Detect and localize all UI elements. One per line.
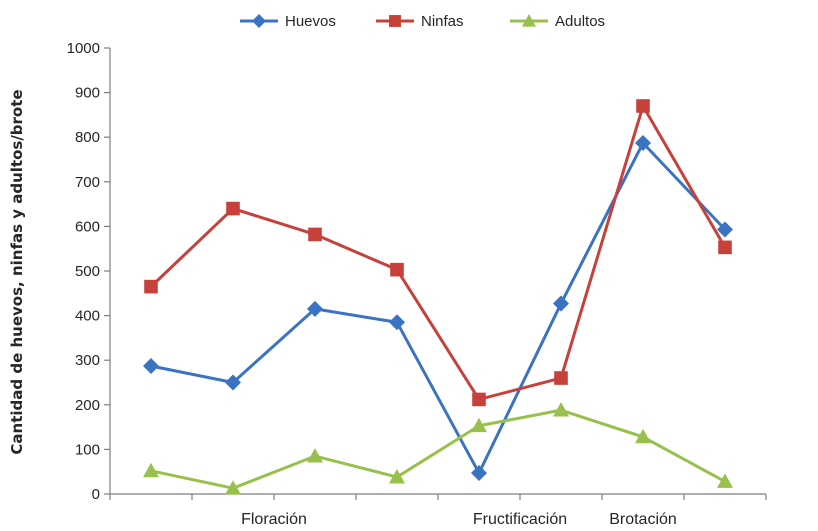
y-tick-label: 600 — [75, 218, 100, 235]
data-point — [635, 428, 651, 444]
data-point — [554, 371, 568, 385]
series-huevos — [143, 134, 733, 482]
series-layer — [143, 99, 733, 495]
y-tick-label: 200 — [75, 397, 100, 414]
legend-label: Huevos — [285, 13, 336, 30]
data-point — [389, 15, 401, 27]
legend-label: Ninfas — [421, 13, 464, 30]
data-point — [636, 99, 650, 113]
data-point — [143, 357, 159, 374]
legend-item-huevos: Huevos — [240, 13, 336, 30]
y-tick-label: 300 — [75, 352, 100, 369]
series-line — [150, 141, 727, 475]
series-line — [149, 104, 727, 401]
y-tick-label: 500 — [75, 263, 100, 280]
y-tick-label: 400 — [75, 308, 100, 325]
data-point — [307, 300, 323, 317]
data-point — [553, 295, 569, 312]
axes: 0 100 200 300 400 500 600 700 800 900 1000 Floració… — [67, 40, 767, 528]
y-tick-label: 700 — [75, 174, 100, 191]
data-point — [522, 14, 536, 27]
y-axis-title: Cantidad de huevos, ninfas y adultos/bro… — [8, 89, 26, 454]
x-category-label: Fructificación — [473, 511, 567, 528]
y-tick-label: 800 — [75, 129, 100, 146]
y-tick-label: 900 — [75, 85, 100, 102]
series-ninfas — [144, 99, 732, 407]
legend-item-adultos: Adultos — [510, 13, 605, 30]
data-point — [389, 469, 405, 484]
data-point — [143, 462, 159, 478]
x-category-label: Floración — [241, 511, 307, 528]
y-tick-label: 0 — [92, 486, 100, 503]
data-point — [144, 279, 158, 294]
y-tick-label: 100 — [75, 441, 100, 458]
data-point — [471, 465, 487, 482]
data-point — [307, 448, 323, 463]
data-point — [308, 227, 322, 242]
legend-label: Adultos — [555, 13, 605, 30]
data-point — [718, 240, 732, 255]
series-adultos — [143, 402, 733, 495]
data-point — [389, 314, 405, 331]
data-point — [390, 262, 404, 277]
data-point — [553, 402, 569, 417]
data-point — [717, 473, 733, 488]
data-point — [717, 221, 733, 238]
data-point — [635, 134, 651, 151]
legend-item-ninfas: Ninfas — [376, 13, 464, 30]
legend: Huevos Ninfas Adultos — [240, 13, 605, 30]
y-tick-label: 1000 — [67, 40, 100, 57]
x-category-label: Brotación — [609, 511, 677, 528]
series-line — [150, 408, 726, 490]
data-point — [226, 201, 240, 216]
data-point — [472, 392, 486, 407]
data-point — [225, 480, 241, 495]
data-point — [471, 417, 487, 433]
data-point — [252, 14, 266, 28]
data-point — [225, 374, 241, 391]
